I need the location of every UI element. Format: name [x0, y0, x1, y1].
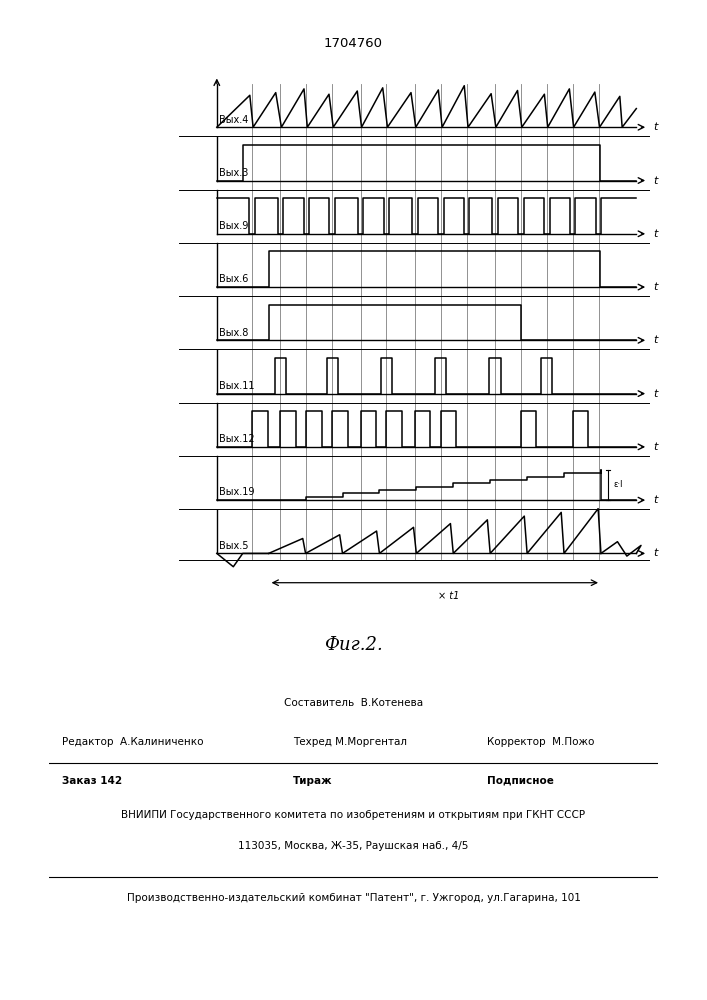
Text: Тираж: Тираж: [293, 776, 332, 786]
Text: ВНИИПИ Государственного комитета по изобретениям и открытиям при ГКНТ СССР: ВНИИПИ Государственного комитета по изоб…: [122, 810, 585, 820]
Text: Вых.11: Вых.11: [219, 381, 255, 391]
Text: Производственно-издательский комбинат "Патент", г. Ужгород, ул.Гагарина, 101: Производственно-издательский комбинат "П…: [127, 893, 580, 903]
Text: Редактор  А.Калиниченко: Редактор А.Калиниченко: [62, 737, 203, 747]
Text: t: t: [653, 495, 658, 505]
Text: t: t: [653, 442, 658, 452]
Text: × t1: × t1: [438, 591, 460, 601]
Text: 1704760: 1704760: [324, 37, 383, 50]
Text: t: t: [653, 389, 658, 399]
Text: Вых.5: Вых.5: [219, 541, 249, 551]
Text: Техред М.Моргентал: Техред М.Моргентал: [293, 737, 407, 747]
Text: t: t: [653, 229, 658, 239]
Text: Фиг.2.: Фиг.2.: [324, 636, 383, 654]
Text: Корректор  М.Пожо: Корректор М.Пожо: [487, 737, 595, 747]
Text: t: t: [653, 335, 658, 345]
Text: Вых.6: Вых.6: [219, 274, 249, 284]
Text: Вых.8: Вых.8: [219, 328, 249, 338]
Text: Подписное: Подписное: [487, 776, 554, 786]
Text: Вых.3: Вых.3: [219, 168, 249, 178]
Text: Вых.4: Вых.4: [219, 115, 249, 125]
Text: ε·l: ε·l: [614, 480, 623, 489]
Text: Вых.12: Вых.12: [219, 434, 255, 444]
Text: t: t: [653, 176, 658, 186]
Text: t: t: [653, 548, 658, 558]
Text: t: t: [653, 122, 658, 132]
Text: t: t: [653, 282, 658, 292]
Text: Заказ 142: Заказ 142: [62, 776, 122, 786]
Text: Вых.9: Вых.9: [219, 221, 249, 231]
Text: Составитель  В.Котенева: Составитель В.Котенева: [284, 698, 423, 708]
Text: 113035, Москва, Ж-35, Раушская наб., 4/5: 113035, Москва, Ж-35, Раушская наб., 4/5: [238, 841, 469, 851]
Text: Вых.19: Вых.19: [219, 487, 255, 497]
